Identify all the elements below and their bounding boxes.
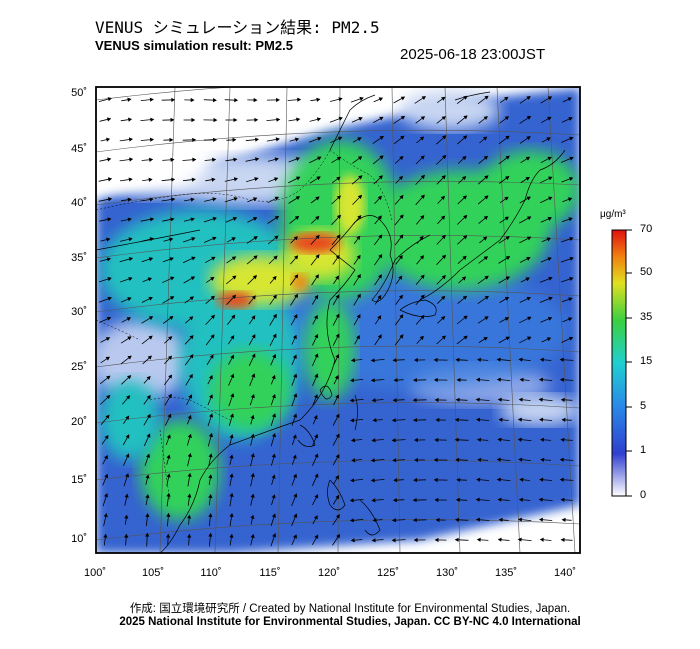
lat-label-45: 45˚ <box>71 143 87 155</box>
lat-label-35: 35˚ <box>71 252 87 264</box>
title-japanese: VENUS シミュレーション結果: PM2.5 <box>95 18 380 37</box>
lat-label-30: 30˚ <box>71 306 87 318</box>
colorbar <box>611 229 627 497</box>
title-english: VENUS simulation result: PM2.5 <box>95 38 293 53</box>
colorbar-unit: μg/m³ <box>600 209 626 220</box>
colorbar-label-5: 5 <box>640 400 647 412</box>
lon-label-130: 130˚ <box>435 567 459 579</box>
colorbar-label-0: 0 <box>640 489 647 501</box>
lon-label-135: 135˚ <box>494 567 518 579</box>
lon-label-125: 125˚ <box>376 567 400 579</box>
colorbar-label-35: 35 <box>640 311 653 323</box>
lon-label-115: 115˚ <box>259 567 281 579</box>
license-line: 2025 National Institute for Environmenta… <box>119 616 581 628</box>
map-frame <box>95 86 581 554</box>
concentration-field <box>96 88 580 553</box>
lat-label-20: 20˚ <box>71 416 87 428</box>
lat-label-25: 25˚ <box>71 361 87 373</box>
lon-label-120: 120˚ <box>317 567 341 579</box>
colorbar-label-1: 1 <box>640 444 647 456</box>
colorbar-ticks <box>626 229 632 497</box>
lon-label-110: 110˚ <box>200 567 222 579</box>
wind-vectors <box>98 95 574 547</box>
lon-label-140: 140˚ <box>553 567 577 579</box>
colorbar-label-70: 70 <box>640 223 653 235</box>
colorbar-label-50: 50 <box>640 266 653 278</box>
lat-label-10: 10˚ <box>71 533 87 545</box>
lat-label-50: 50˚ <box>71 87 87 99</box>
lat-label-40: 40˚ <box>71 197 87 209</box>
graticule <box>96 87 580 553</box>
credit-line: 作成: 国立環境研究所 / Created by National Instit… <box>129 603 571 615</box>
lon-label-100: 100˚ <box>83 567 107 579</box>
timestamp: 2025-06-18 23:00JST <box>400 46 546 63</box>
lat-label-15: 15˚ <box>71 474 87 486</box>
lon-label-105: 105˚ <box>141 567 165 579</box>
colorbar-label-15: 15 <box>640 355 653 367</box>
